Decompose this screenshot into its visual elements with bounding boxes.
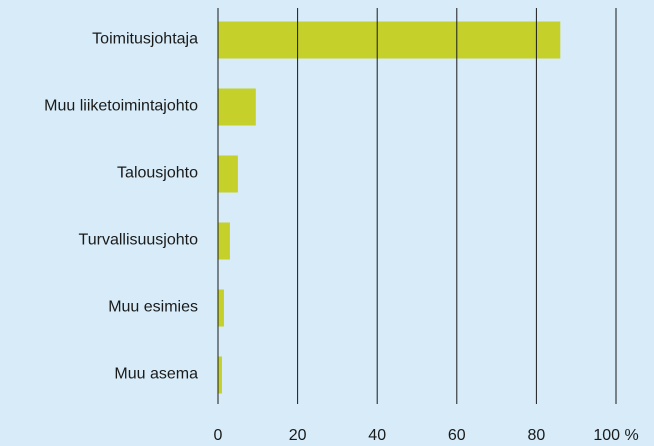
bar (218, 155, 238, 193)
y-tick-label: Talousjohto (117, 165, 198, 182)
y-tick-label: Muu esimies (108, 299, 198, 316)
x-tick-label: 80 (528, 427, 546, 444)
y-tick-label: Turvallisuusjohto (79, 232, 199, 249)
bar (218, 356, 222, 394)
x-tick-label: 40 (368, 427, 386, 444)
bar (218, 88, 256, 126)
x-tick-label: 60 (448, 427, 466, 444)
bar (218, 21, 561, 59)
bar (218, 222, 230, 260)
x-tick-label: 100 % (593, 427, 638, 444)
bar (218, 289, 224, 327)
x-tick-label: 20 (289, 427, 307, 444)
y-tick-label: Muu asema (114, 366, 198, 383)
x-tick-label: 0 (214, 427, 223, 444)
y-tick-label: Toimitusjohtaja (92, 31, 198, 48)
y-tick-label: Muu liiketoimintajohto (44, 98, 198, 115)
